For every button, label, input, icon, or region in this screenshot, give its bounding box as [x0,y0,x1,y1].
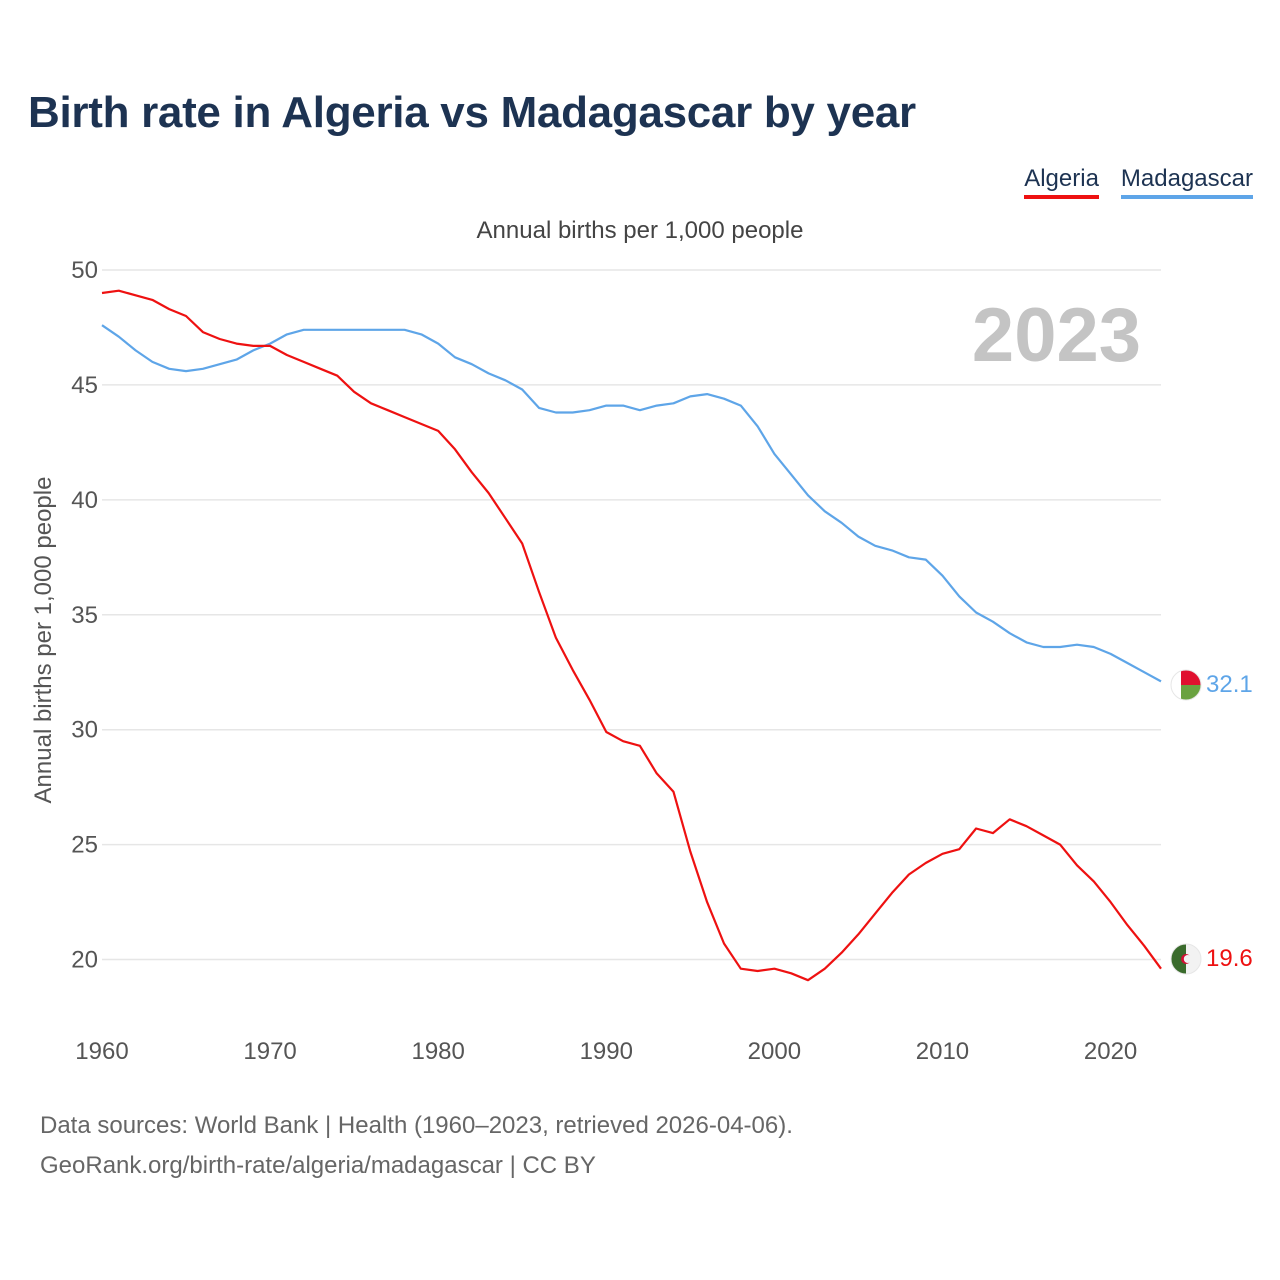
y-tick-label: 50 [71,257,98,284]
x-tick-label: 2020 [1084,1038,1137,1065]
series-line-madagascar[interactable] [101,324,1162,683]
algeria-flag-icon [1170,943,1202,975]
y-tick-label: 20 [71,947,98,974]
madagascar-flag-icon [1170,669,1202,701]
x-axis-ticks: 1960 1970 1980 1990 2000 2010 2020 [75,1038,1137,1065]
y-axis-ticks: 20 25 30 35 40 45 50 [71,257,98,974]
legend-item-algeria[interactable]: Algeria [1024,165,1099,199]
series-line-algeria[interactable] [101,289,1162,982]
y-tick-label: 45 [71,372,98,399]
x-tick-label: 2010 [916,1038,969,1065]
x-tick-label: 2000 [748,1038,801,1065]
chart-title: Birth rate in Algeria vs Madagascar by y… [28,88,916,137]
y-tick-label: 25 [71,832,98,859]
madagascar-end-value: 32.1 [1206,671,1253,698]
footer-sources: Data sources: World Bank | Health (1960–… [40,1112,793,1139]
line-chart: 20 25 30 35 40 45 50 1960 1970 1980 1990 2000 2010 2… [30,257,1253,1065]
x-tick-label: 1970 [243,1038,296,1065]
legend: Algeria Madagascar [1024,165,1253,199]
footer-attribution[interactable]: GeoRank.org/birth-rate/algeria/madagasca… [40,1152,596,1179]
y-tick-label: 30 [71,717,98,744]
x-tick-label: 1980 [411,1038,464,1065]
chart-subtitle: Annual births per 1,000 people [476,217,804,244]
year-overlay: 2023 [972,293,1141,378]
y-tick-label: 40 [71,487,98,514]
series-lines [101,289,1162,982]
algeria-end-value: 19.6 [1206,945,1253,972]
y-axis-label: Annual births per 1,000 people [30,477,57,804]
legend-item-madagascar[interactable]: Madagascar [1120,165,1253,199]
x-tick-label: 1990 [580,1038,633,1065]
footer: Data sources: World Bank | Health (1960–… [40,1106,793,1186]
gridlines [102,269,1161,961]
x-tick-label: 1960 [75,1038,128,1065]
y-tick-label: 35 [71,602,98,629]
